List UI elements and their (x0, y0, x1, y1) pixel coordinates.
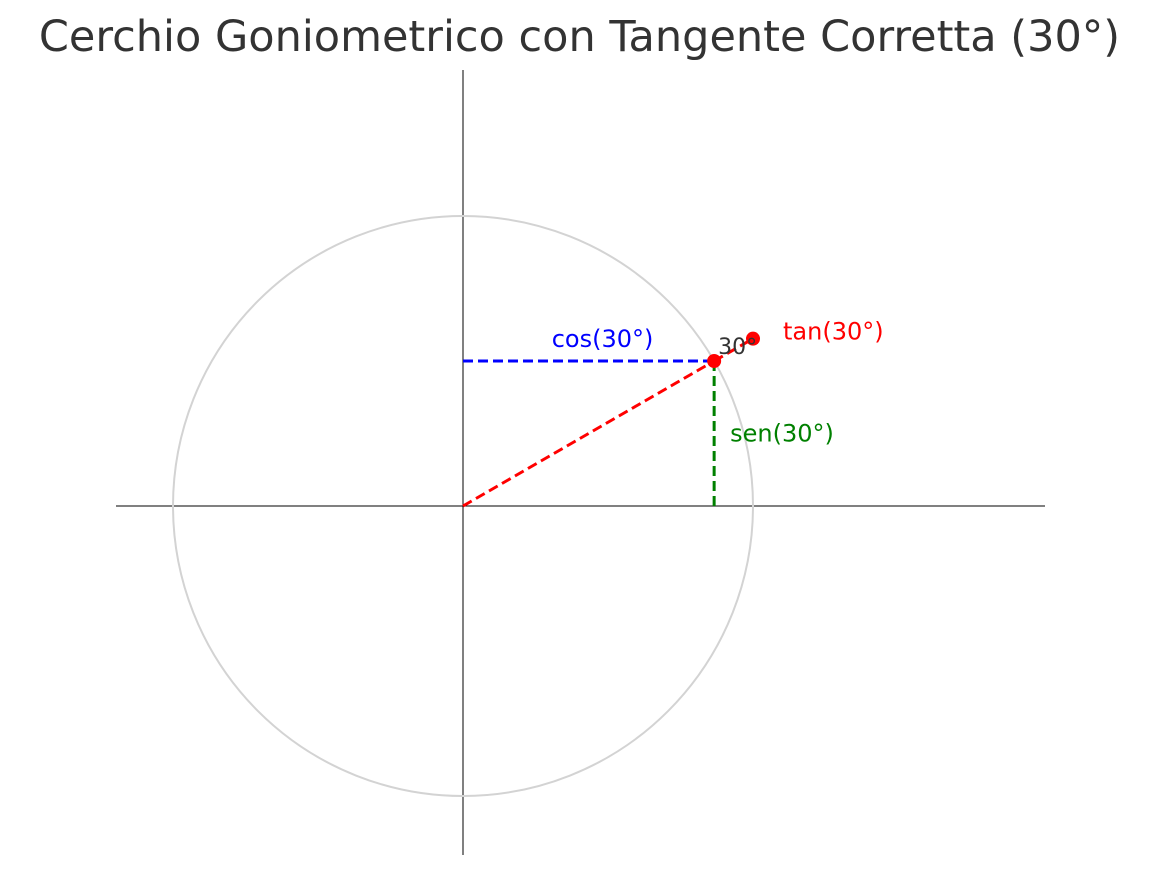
unit-circle (172, 215, 754, 797)
tan-segment (713, 337, 754, 363)
tan-label: tan(30°) (783, 318, 884, 346)
tangent-point (746, 331, 760, 346)
page-title: Cerchio Goniometrico con Tangente Corret… (38, 12, 1121, 62)
cos-label: cos(30°) (552, 325, 654, 353)
radius-segment (462, 359, 715, 508)
angle-label: 30° (718, 335, 757, 360)
sen-label: sen(30°) (730, 420, 834, 448)
point-on-circle (707, 354, 722, 368)
